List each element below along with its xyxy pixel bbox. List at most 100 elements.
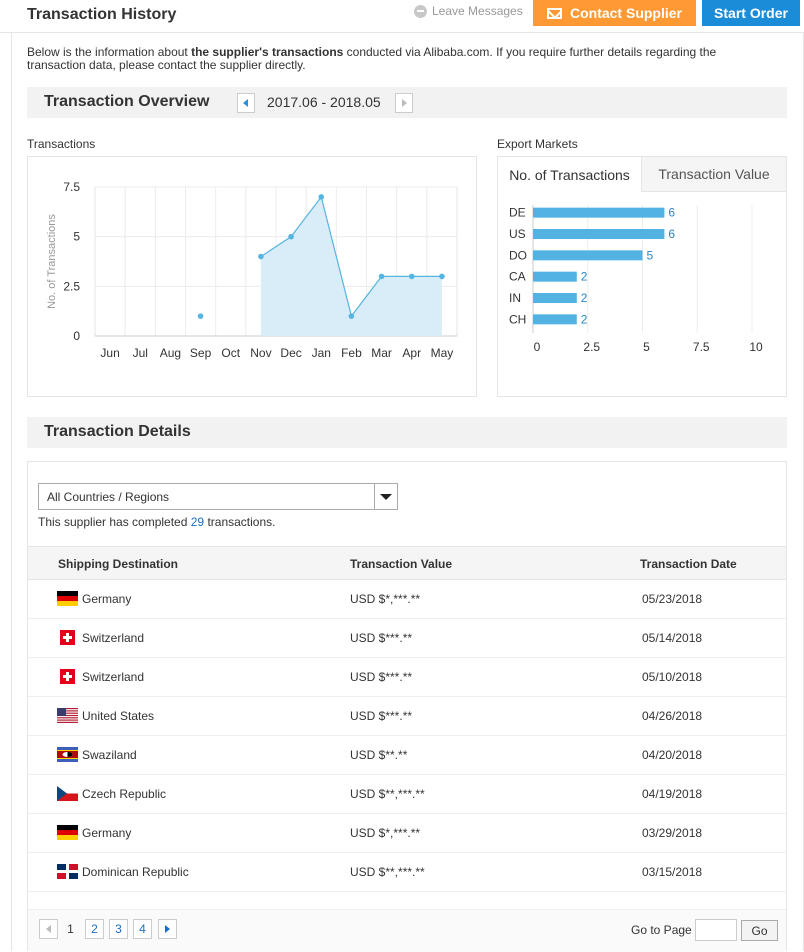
category-label: CA [509, 270, 526, 284]
dominican-republic-flag-icon [57, 864, 78, 879]
x-tick-label: Apr [402, 346, 421, 360]
period-range: 2017.06 - 2018.05 [267, 94, 381, 110]
x-tick-label: Mar [371, 346, 392, 360]
transaction-value-cell: USD $**,***.** [350, 865, 425, 879]
table-row: Dominican Republic USD $**,***.** 03/15/20… [28, 853, 786, 892]
x-tick-label: Jul [133, 346, 148, 360]
bar[interactable] [533, 207, 665, 218]
page-3[interactable]: 3 [109, 919, 128, 939]
table-row: Germany USD $*,***.** 05/23/2018 [28, 580, 786, 619]
column-shipping-destination: Shipping Destination [58, 557, 178, 571]
tab-no-of-transactions[interactable]: No. of Transactions [498, 157, 642, 192]
czech-republic-flag-icon [57, 786, 78, 801]
transaction-date-cell: 05/14/2018 [642, 631, 703, 645]
germany-flag-icon [57, 825, 78, 840]
transaction-value-cell: USD $*,***.** [350, 826, 421, 840]
country-filter-select[interactable]: All Countries / Regions [38, 483, 398, 510]
bar-value-label: 2 [581, 270, 588, 284]
next-period-button[interactable] [395, 93, 413, 113]
transactions-label: Transactions [27, 137, 96, 151]
prev-period-button[interactable] [237, 93, 255, 113]
details-title: Transaction Details [44, 423, 191, 440]
x-tick-label: 0 [534, 340, 541, 354]
x-tick-label: Aug [160, 346, 181, 360]
switzerland-flag-icon [57, 630, 78, 645]
envelope-icon [546, 7, 562, 19]
intro-text: Below is the information about the suppl… [27, 46, 767, 72]
bar[interactable] [533, 314, 577, 325]
shipping-destination-cell: Dominican Republic [82, 865, 189, 879]
details-header: Transaction Details [27, 417, 787, 448]
transaction-value-cell: USD $*,***.** [350, 592, 421, 606]
transaction-value-cell: USD $***.** [350, 709, 413, 723]
completed-count: 29 [190, 515, 205, 529]
go-button[interactable]: Go [741, 920, 778, 941]
shipping-destination-cell: Czech Republic [82, 787, 167, 801]
x-tick-label: Oct [221, 346, 240, 360]
y-axis-label: No. of Transactions [46, 214, 58, 309]
x-tick-label: Jun [100, 346, 119, 360]
pagination: 1 2 3 4 Go to Page Go [28, 909, 786, 952]
page-4[interactable]: 4 [133, 919, 152, 939]
category-label: IN [509, 291, 521, 305]
swaziland-flag-icon [57, 747, 78, 762]
bar[interactable] [533, 229, 665, 239]
table-row: Czech Republic USD $**,***.** 04/19/2018 [28, 775, 786, 814]
transactions-chart-box: 0 2.5 5 7.5 Jun Jul Aug Sep Oct Nov Dec Jan Feb Mar Ap… [27, 156, 477, 397]
page-2[interactable]: 2 [85, 919, 104, 939]
data-point[interactable] [439, 273, 445, 280]
page-1[interactable]: 1 [67, 922, 74, 936]
bar-value-label: 6 [668, 206, 675, 220]
completed-suffix: transactions. [204, 515, 276, 529]
table-row: Swaziland USD $**.** 04/20/2018 [28, 736, 786, 775]
page-title: Transaction History [27, 6, 177, 23]
chevron-down-icon [374, 484, 397, 509]
bar[interactable] [533, 293, 577, 303]
y-tick-label: 0 [73, 329, 80, 343]
data-point[interactable] [348, 313, 355, 319]
goto-page-input[interactable] [695, 919, 737, 941]
table-row: Switzerland USD $***.** 05/10/2018 [28, 658, 786, 697]
data-point[interactable] [408, 273, 415, 280]
transaction-value-cell: USD $**,***.** [350, 787, 425, 801]
data-point[interactable] [258, 253, 264, 260]
tab-transaction-value[interactable]: Transaction Value [642, 157, 786, 191]
completed-prefix: This supplier has completed [38, 515, 191, 529]
data-point[interactable] [318, 194, 325, 200]
transaction-date-cell: 04/19/2018 [642, 787, 703, 801]
x-tick-label: 10 [749, 340, 763, 354]
contact-supplier-button[interactable]: Contact Supplier [533, 0, 696, 26]
overview-header: Transaction Overview 2017.06 - 2018.05 [27, 87, 787, 118]
leave-messages-link[interactable]: Leave Messages [414, 4, 523, 18]
data-point[interactable] [288, 233, 294, 240]
transactions-line-chart: 0 2.5 5 7.5 Jun Jul Aug Sep Oct Nov Dec Jan Feb Mar Ap… [46, 180, 458, 360]
top-bar: Transaction History Leave Messages Conta… [0, 0, 804, 33]
prev-page-button[interactable] [39, 919, 58, 939]
bar-value-label: 5 [647, 248, 654, 262]
x-tick-label: Jan [312, 346, 331, 360]
united-states-flag-icon [57, 708, 78, 723]
country-filter-value: All Countries / Regions [47, 490, 170, 504]
table-row: Switzerland USD $***.** 05/14/2018 [28, 619, 786, 658]
bar[interactable] [533, 271, 577, 282]
details-box [27, 461, 787, 951]
next-page-button[interactable] [158, 919, 177, 939]
category-label: DE [509, 206, 526, 220]
intro-bold: the supplier's transactions [191, 45, 344, 59]
transaction-value-cell: USD $***.** [350, 631, 413, 645]
data-point[interactable] [378, 273, 385, 280]
message-icon [414, 4, 427, 18]
switzerland-flag-icon [57, 669, 78, 684]
y-tick-label: 7.5 [63, 180, 80, 194]
start-order-button[interactable]: Start Order [702, 0, 800, 26]
transaction-date-cell: 05/23/2018 [642, 592, 703, 606]
transaction-value-cell: USD $**.** [350, 748, 408, 762]
x-tick-label: 5 [643, 340, 650, 354]
transaction-date-cell: 03/29/2018 [642, 826, 703, 840]
bar[interactable] [533, 250, 643, 261]
transaction-value-cell: USD $***.** [350, 670, 413, 684]
category-label: CH [509, 312, 526, 326]
x-tick-label: 2.5 [583, 340, 600, 354]
transaction-date-cell: 03/15/2018 [642, 865, 703, 879]
data-point[interactable] [197, 313, 204, 319]
